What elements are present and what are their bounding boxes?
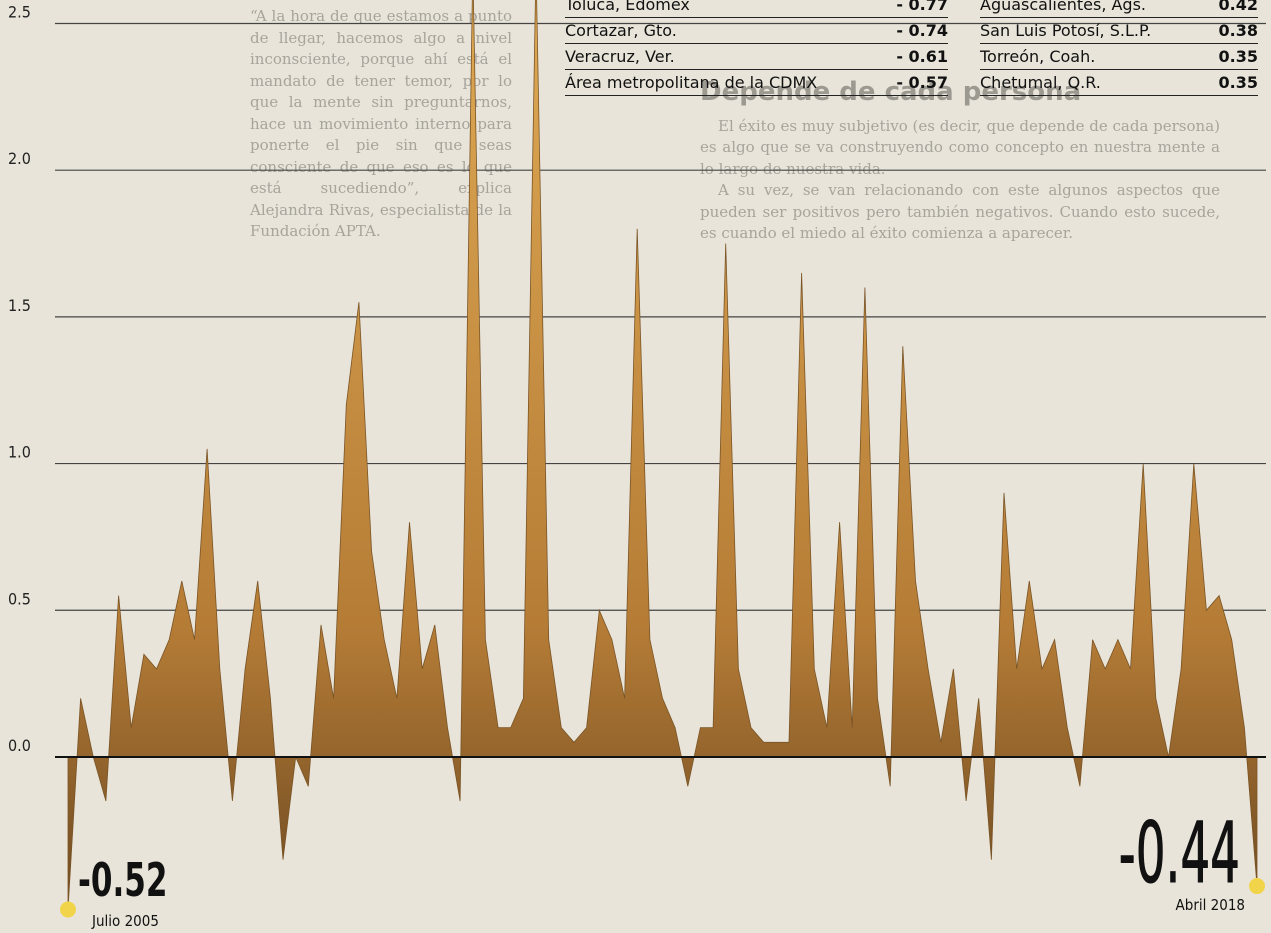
table-place: Chetumal, Q.R. bbox=[980, 70, 1101, 95]
table-place: Área metropolitana de la CDMX bbox=[565, 70, 817, 95]
end-dot bbox=[60, 902, 76, 918]
table-value: 0.35 bbox=[1219, 70, 1258, 95]
table-place: Toluca, Edomex bbox=[565, 0, 690, 17]
y-tick-label: 2.0 bbox=[8, 149, 31, 168]
table-place: Veracruz, Ver. bbox=[565, 44, 675, 69]
table-value: - 0.77 bbox=[896, 0, 948, 17]
end-dot bbox=[1249, 878, 1265, 894]
x-tick-label: Julio 2005 bbox=[91, 912, 159, 930]
value-label: -0.44 bbox=[1119, 805, 1240, 902]
table-row: Torreón, Coah. 0.35 bbox=[980, 44, 1258, 70]
table-value: - 0.61 bbox=[896, 44, 948, 69]
table-place: Aguascalientes, Ags. bbox=[980, 0, 1146, 17]
y-tick-label: 1.0 bbox=[8, 443, 31, 462]
table-value: - 0.74 bbox=[896, 18, 948, 43]
table-value: 0.42 bbox=[1219, 0, 1258, 17]
table-row: Cortazar, Gto. - 0.74 bbox=[565, 18, 948, 44]
table-row: Veracruz, Ver. - 0.61 bbox=[565, 44, 948, 70]
area bbox=[68, 0, 1257, 910]
table-row: San Luis Potosí, S.L.P. 0.38 bbox=[980, 18, 1258, 44]
table-row: Aguascalientes, Ags. 0.42 bbox=[980, 0, 1258, 18]
y-tick-label: 0.0 bbox=[8, 736, 31, 755]
table-row: Área metropolitana de la CDMX - 0.57 bbox=[565, 70, 948, 96]
table-row: Toluca, Edomex - 0.77 bbox=[565, 0, 948, 18]
table-low: Toluca, Edomex - 0.77 Cortazar, Gto. - 0.74… bbox=[565, 0, 948, 96]
table-row: Chetumal, Q.R. 0.35 bbox=[980, 70, 1258, 96]
value-label: -0.52 bbox=[78, 853, 167, 907]
y-tick-label: 0.5 bbox=[8, 589, 31, 608]
table-place: Cortazar, Gto. bbox=[565, 18, 677, 43]
y-tick-label: 1.5 bbox=[8, 296, 31, 315]
table-value: 0.35 bbox=[1219, 44, 1258, 69]
table-value: - 0.57 bbox=[896, 70, 948, 95]
y-tick-label: 2.5 bbox=[8, 2, 31, 21]
table-value: 0.38 bbox=[1219, 18, 1258, 43]
table-place: Torreón, Coah. bbox=[980, 44, 1095, 69]
chart: 0.0 0.5 1.0 1.5 2.0 2.5 -0.52 -0.44 Julio 2005 Ab… bbox=[0, 0, 1271, 933]
page: “A la hora de que estamos a punto de lle… bbox=[0, 0, 1271, 933]
x-tick-label: Abril 2018 bbox=[1176, 896, 1245, 914]
table-place: San Luis Potosí, S.L.P. bbox=[980, 18, 1151, 43]
